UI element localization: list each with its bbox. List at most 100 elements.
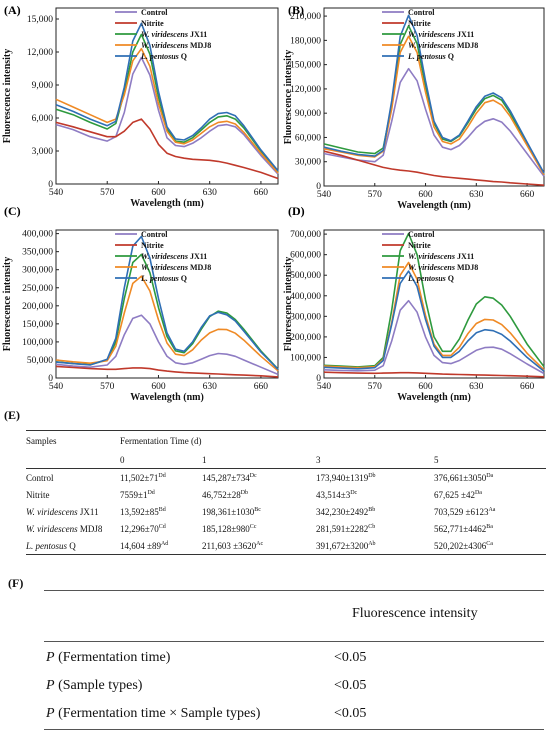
y-tick-label: 300,000 [290, 312, 321, 322]
x-tick-label: 630 [469, 382, 484, 392]
x-tick-label: 600 [418, 382, 433, 392]
y-axis-label: Fluorescence intensity [283, 257, 294, 352]
x-axis-label: Wavelength (nm) [397, 200, 471, 211]
y-axis-label: Fluorescence intensity [2, 49, 13, 144]
series-line [55, 365, 279, 378]
y-tick-label: 9,000 [32, 81, 54, 91]
table-f-header: Fluorescence intensity [352, 606, 478, 621]
plot-frame [323, 229, 545, 379]
y-tick-label: 60,000 [295, 133, 321, 143]
legend-label: Control [408, 8, 435, 17]
y-tick-label: 15,000 [27, 15, 53, 25]
y-tick-label: 0 [316, 374, 321, 384]
table-cell: 173,940±1319Db [316, 472, 376, 483]
panel-a: (A) 0 3,000 6,000 9,000 12,000 15,000 540 570 600… [0, 0, 290, 220]
y-tick-label: 600,000 [290, 251, 321, 261]
x-tick-label: 540 [49, 188, 64, 198]
series-line [323, 232, 545, 368]
legend-label: W. viridescens MDJ8 [408, 41, 478, 50]
time-header: 3 [316, 451, 434, 469]
y-tick-label: 50,000 [27, 356, 53, 366]
chart-d: (D) 0 100,000 200,000 300,000 400,000 500,000 6… [283, 204, 545, 403]
x-tick-label: 600 [418, 190, 433, 200]
table-cell: 46,752±28Db [202, 489, 249, 500]
panel-c: (C) 0 50,000 100,000 150,000 200,000 250,000 30… [0, 200, 290, 408]
y-tick-label: 150,000 [290, 61, 321, 71]
table-cell: 376,661±3050Da [434, 472, 494, 483]
series-line [55, 275, 279, 372]
table-cell: 198,361±1030Bc [202, 506, 261, 517]
plot-frame [323, 7, 545, 187]
table-row: Control 11,502±71Dd 145,287±734Dc 173,940±1… [26, 469, 546, 487]
panel-label: (B) [288, 3, 304, 17]
legend-label: W. viridescens JX11 [141, 252, 207, 261]
legend-label: Control [141, 8, 168, 17]
col-samples-header: Samples [26, 430, 120, 451]
table-cell: 43,514±3Dc [316, 489, 358, 500]
y-tick-label: 200,000 [290, 333, 321, 343]
x-axis-label: Wavelength (nm) [130, 392, 204, 403]
y-axis-label: Fluorescence intensity [283, 50, 294, 145]
x-axis-label: Wavelength (nm) [130, 198, 204, 209]
row-sample-name: Control [26, 472, 54, 483]
legend-label: L. pentosus Q [407, 52, 454, 61]
legend-label: Control [141, 230, 168, 239]
legend-label: Control [408, 230, 435, 239]
table-cell: 185,128±980Cc [202, 523, 257, 534]
series-line [55, 314, 279, 376]
panel-b: (B) 0 30,000 60,000 90,000 120,000 150,000 180,… [283, 0, 550, 220]
panel-d: (D) 0 100,000 200,000 300,000 400,000 500,000 6… [283, 200, 550, 408]
table-f-row-label: P (Sample types) [46, 678, 143, 693]
table-cell: 67,625 ±42Da [434, 489, 482, 500]
row-sample-name: L. pentosus Q [26, 537, 120, 555]
table-f-top-rule [44, 590, 544, 591]
table-cell: 342,230±2492Bb [316, 506, 376, 517]
y-tick-label: 100,000 [22, 338, 53, 348]
series-line [323, 14, 545, 174]
x-tick-label: 600 [151, 188, 166, 198]
y-tick-label: 0 [48, 374, 53, 384]
series-line [323, 150, 545, 186]
y-axis-label: Fluorescence intensity [2, 257, 13, 352]
table-cell: 281,591±2282Cb [316, 523, 376, 534]
series-line [55, 56, 279, 175]
x-tick-label: 540 [49, 382, 64, 392]
y-tick-label: 700,000 [290, 230, 321, 240]
table-cell: 703,529 ±6123Aa [434, 506, 496, 517]
y-tick-label: 0 [48, 180, 53, 190]
series-line [323, 371, 545, 378]
table-f-section: (F) Fluorescence intensity P (Fermentati… [0, 568, 550, 735]
panel-label: (D) [288, 204, 305, 218]
y-tick-label: 180,000 [290, 36, 321, 46]
y-tick-label: 6,000 [32, 114, 54, 124]
table-f-header-rule [44, 641, 544, 642]
y-tick-label: 12,000 [27, 48, 53, 58]
time-header: 0 [120, 451, 202, 469]
y-tick-label: 3,000 [32, 147, 54, 157]
panel-label: (A) [4, 3, 21, 17]
table-cell: 562,771±4462Ba [434, 523, 493, 534]
legend-label: L. pentosus Q [407, 274, 454, 283]
table-row: Nitrite 7559±1Dd 46,752±28Db 43,514±3Dc 67,6… [26, 486, 546, 503]
x-tick-label: 570 [368, 382, 383, 392]
x-axis-label: Wavelength (nm) [397, 392, 471, 403]
x-tick-label: 660 [254, 188, 269, 198]
legend-label: W. viridescens MDJ8 [141, 41, 211, 50]
table-cell: 520,202±4306Ca [434, 537, 546, 555]
table-f-row-value: <0.05 [334, 650, 367, 665]
series-line [323, 299, 545, 375]
table-f-row-label: P (Fermentation time) [46, 650, 171, 665]
table-e: Samples Fermentation Time (d) 0 1 3 5 Co… [26, 430, 546, 555]
table-f-bottom-rule [44, 729, 544, 730]
table-f-label: (F) [8, 576, 24, 590]
series-line [55, 22, 279, 172]
table-row: L. pentosus Q 14,604 ±89Ad 211,603 ±3620Ac… [26, 537, 546, 555]
x-tick-label: 630 [203, 382, 218, 392]
plot-frame [55, 7, 279, 185]
y-tick-label: 30,000 [295, 158, 321, 168]
table-f-row-value: <0.05 [334, 706, 367, 721]
y-tick-label: 350,000 [22, 248, 53, 258]
x-tick-label: 540 [317, 190, 332, 200]
series-line [55, 118, 279, 180]
legend-label: W. viridescens MDJ8 [141, 263, 211, 272]
